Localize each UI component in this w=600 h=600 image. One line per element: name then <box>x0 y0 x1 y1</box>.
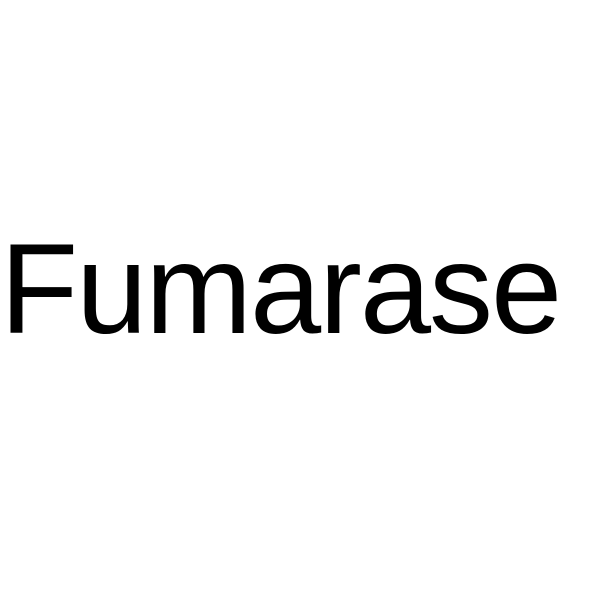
compound-name-label: Fumarase <box>0 226 560 354</box>
